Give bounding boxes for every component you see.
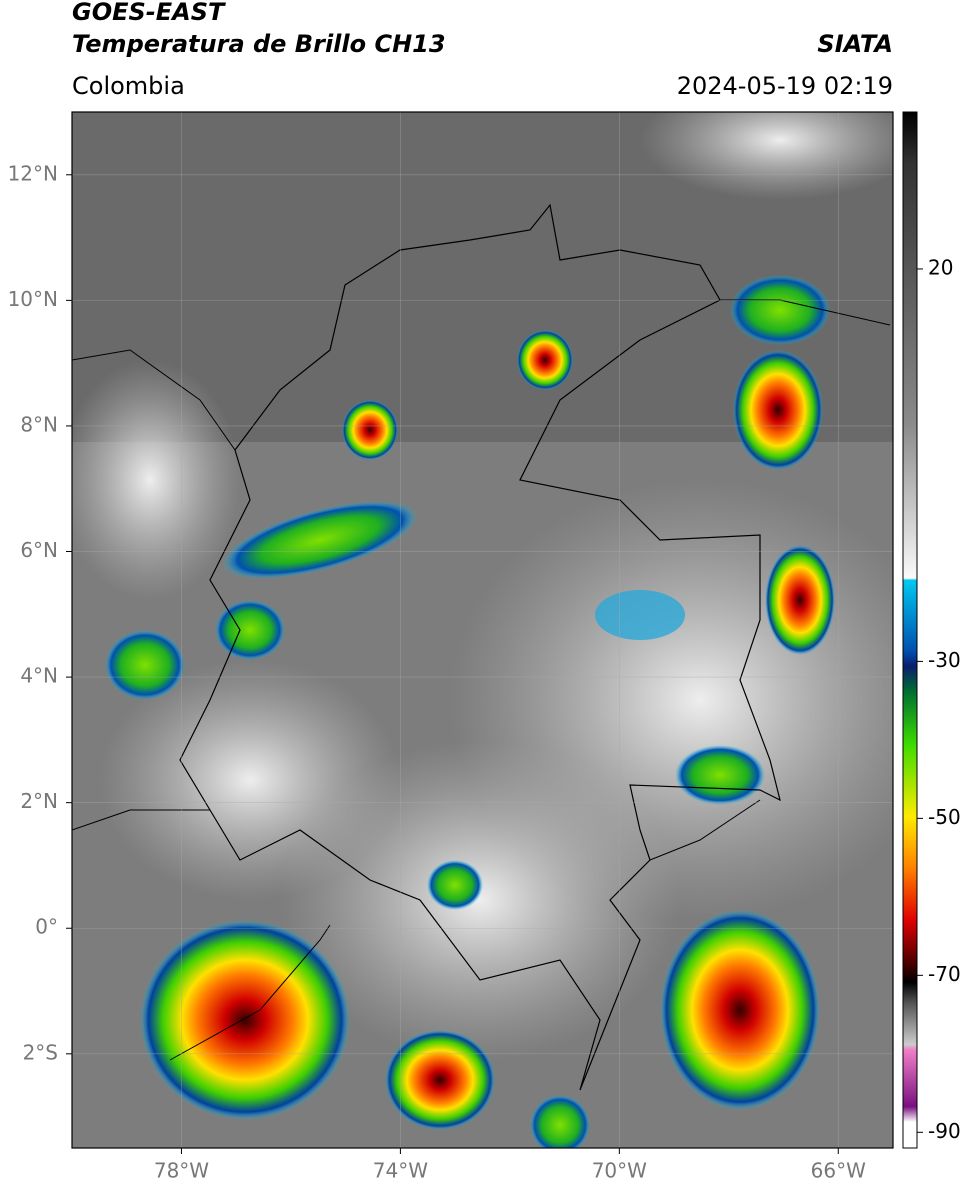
satellite-image xyxy=(72,112,893,1148)
source: SIATA xyxy=(817,30,893,58)
y-tick-label: 12°N xyxy=(8,161,58,185)
map-frame xyxy=(71,111,894,1149)
colorbar-tick-label: -30 xyxy=(928,648,961,672)
subtitle: Temperatura de Brillo CH13 xyxy=(72,30,446,58)
x-tick-label: 74°W xyxy=(373,1159,428,1183)
y-tick-label: 10°N xyxy=(8,287,58,311)
x-tick-label: 66°W xyxy=(811,1159,866,1183)
y-tick-label: 0° xyxy=(35,915,58,939)
y-tick-label: 8°N xyxy=(20,412,58,436)
y-tick-label: 6°N xyxy=(20,538,58,562)
colorbar-tick-label: 20 xyxy=(928,255,953,279)
colorbar-tick-label: -90 xyxy=(928,1119,961,1143)
colorbar xyxy=(902,111,918,1149)
y-tick-label: 4°N xyxy=(20,664,58,688)
colorbar-tick-label: -50 xyxy=(928,805,961,829)
title: GOES-EAST xyxy=(72,0,226,26)
timestamp: 2024-05-19 02:19 xyxy=(677,72,893,100)
y-tick-label: 2°N xyxy=(20,789,58,813)
x-tick-label: 70°W xyxy=(592,1159,647,1183)
y-tick-label: 2°S xyxy=(23,1040,58,1064)
region: Colombia xyxy=(72,72,185,100)
colorbar-tick-label: -70 xyxy=(928,962,961,986)
x-tick-label: 78°W xyxy=(154,1159,209,1183)
